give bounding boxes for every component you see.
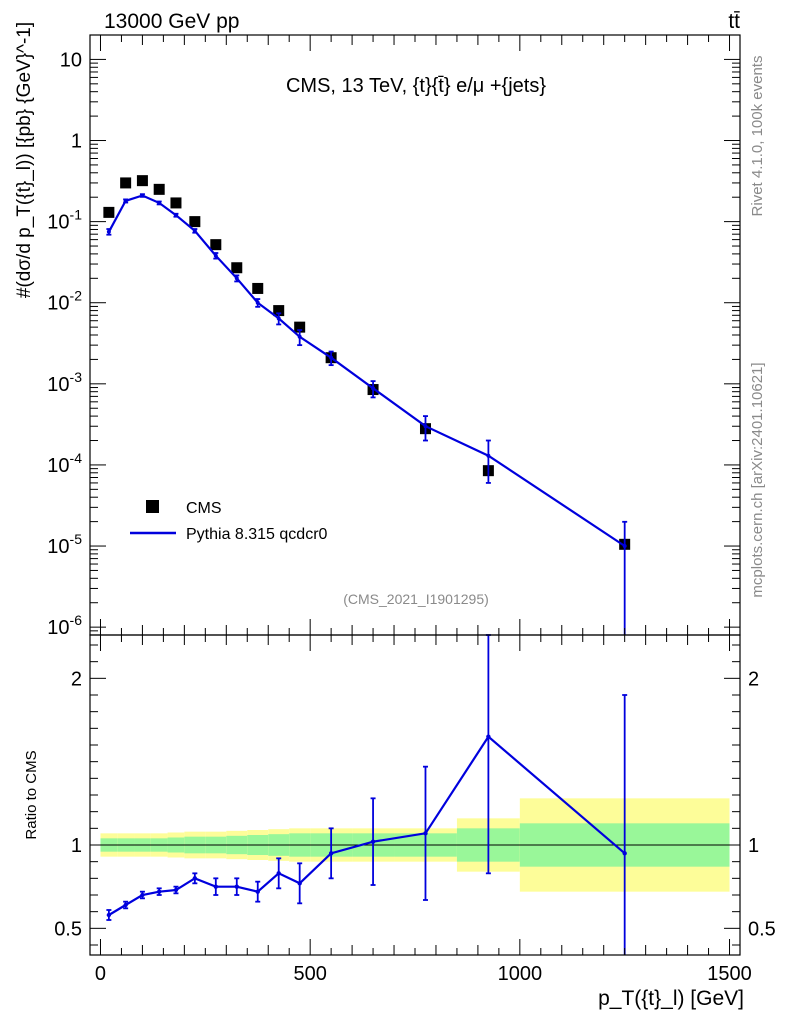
pythia-main-point: [329, 355, 334, 360]
pythia-ratio-point: [234, 884, 239, 889]
x-tick-label: 1500: [707, 963, 752, 985]
pythia-ratio-point: [486, 734, 491, 739]
main-panel-frame: [89, 34, 741, 636]
pythia-main-point: [234, 276, 239, 281]
x-tick-label: 1000: [498, 963, 543, 985]
main-y-tick-label: 10-6: [47, 612, 82, 639]
x-axis-label: p_T({t}_l) [GeV]: [598, 987, 744, 1010]
cms-data-point: [120, 177, 132, 189]
x-tick-label: 500: [293, 963, 326, 985]
pythia-main-point: [486, 453, 491, 458]
main-y-tick-label: 10-2: [47, 288, 82, 315]
rivet-version: Rivet 4.1.0, 100k events: [749, 56, 766, 217]
pythia-main-point: [423, 424, 428, 429]
pythia-main-point: [173, 213, 178, 218]
pythia-main-point: [192, 228, 197, 233]
chart-title: CMS, 13 TeV, {t}{t̄} e/μ +{jets}: [286, 75, 546, 97]
cms-data-point: [103, 206, 115, 218]
ratio-y-tick-label-right: 0.5: [748, 918, 776, 940]
legend: CMS Pythia 8.315 qcdcr0: [130, 500, 328, 543]
pythia-main-point: [213, 253, 218, 258]
pythia-main-point: [297, 334, 302, 339]
ratio-y-tick-label: 1: [71, 835, 82, 857]
pythia-ratio-point: [140, 892, 145, 898]
cms-data-point: [136, 175, 148, 187]
pythia-ratio-point: [106, 912, 112, 918]
pythia-main-point: [140, 193, 145, 198]
legend-label-pythia: Pythia 8.315 qcdcr0: [186, 526, 328, 543]
main-y-tick-label: 1: [71, 131, 82, 153]
ratio-uncertainty-bands: [90, 798, 740, 892]
pythia-ratio-point: [276, 871, 281, 876]
main-y-axis-label: #(dσ/d p_T({t}_l)) [{pb} {GeV}^-1]: [14, 22, 35, 298]
pythia-ratio-point: [173, 887, 179, 893]
legend-marker-cms: [146, 500, 159, 513]
main-y-tick-label: 10-3: [47, 369, 82, 396]
legend-label-cms: CMS: [186, 500, 222, 517]
analysis-id: (CMS_2021_I1901295): [343, 591, 489, 607]
cms-data-point: [294, 321, 306, 333]
main-y-tick-label: 10-4: [47, 450, 82, 477]
ratio-y-tick-label: 2: [71, 668, 82, 690]
ratio-y-tick-label-right: 2: [748, 668, 759, 690]
pythia-main-point: [255, 300, 260, 305]
pythia-ratio-point: [622, 851, 627, 856]
pythia-main-point: [106, 229, 111, 234]
header-left: 13000 GeV pp: [104, 10, 239, 33]
main-y-tick-label: 10: [60, 49, 82, 71]
pythia-ratio-line: [108, 735, 626, 916]
pythia-main-point: [276, 316, 281, 321]
main-y-tick-label: 10-5: [47, 531, 82, 558]
ratio-y-tick-label: 0.5: [54, 918, 82, 940]
cms-data-point: [153, 183, 165, 195]
pythia-main-point: [371, 386, 376, 391]
main-y-tick-label: 10-1: [47, 207, 82, 234]
cms-data-point: [273, 305, 285, 317]
pythia-ratio-point: [255, 889, 260, 894]
pythia-ratio-point: [297, 881, 302, 886]
header-right: tt̄: [728, 10, 740, 33]
cms-data-point: [252, 282, 264, 294]
pythia-ratio-point: [423, 831, 428, 836]
pythia-ratio-point: [192, 876, 198, 881]
pythia-ratio-point: [156, 889, 162, 894]
mcplots-credit: mcplots.cern.ch [arXiv:2401.10621]: [749, 362, 766, 597]
pythia-ratio-point: [328, 851, 334, 856]
ratio-y-tick-label-right: 1: [748, 835, 759, 857]
ratio-y-axis-label: Ratio to CMS: [23, 750, 40, 839]
pythia-ratio-point: [370, 839, 376, 844]
cms-data-point: [189, 216, 201, 228]
ratio-panel-frame: [89, 634, 741, 956]
pythia-ratio-point: [123, 902, 128, 908]
pythia-main-point: [123, 198, 128, 203]
pythia-ratio-point: [213, 884, 219, 889]
cms-data-point: [210, 239, 222, 251]
cms-data-point: [170, 197, 182, 209]
pythia-main-point: [157, 200, 162, 205]
x-tick-label: 0: [95, 963, 106, 985]
cms-data-point: [231, 262, 243, 274]
pythia-main-point: [622, 544, 627, 549]
pythia-main-line: [107, 194, 626, 547]
